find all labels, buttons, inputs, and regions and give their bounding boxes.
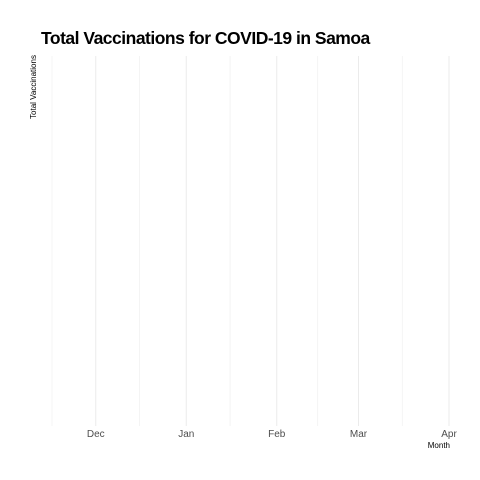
grid-layer <box>51 56 450 426</box>
x-tick-label: Apr <box>441 429 457 440</box>
x-axis-title: Month <box>428 441 450 450</box>
x-tick-label: Jan <box>178 429 194 440</box>
x-tick-label: Dec <box>87 429 105 440</box>
chart-title: Total Vaccinations for COVID-19 in Samoa <box>41 28 371 48</box>
x-axis-ticks: Dec Jan Feb Mar Apr <box>87 429 458 440</box>
x-tick-label: Mar <box>350 429 368 440</box>
x-tick-label: Feb <box>268 429 286 440</box>
y-axis-title: Total Vaccinations <box>29 55 38 119</box>
